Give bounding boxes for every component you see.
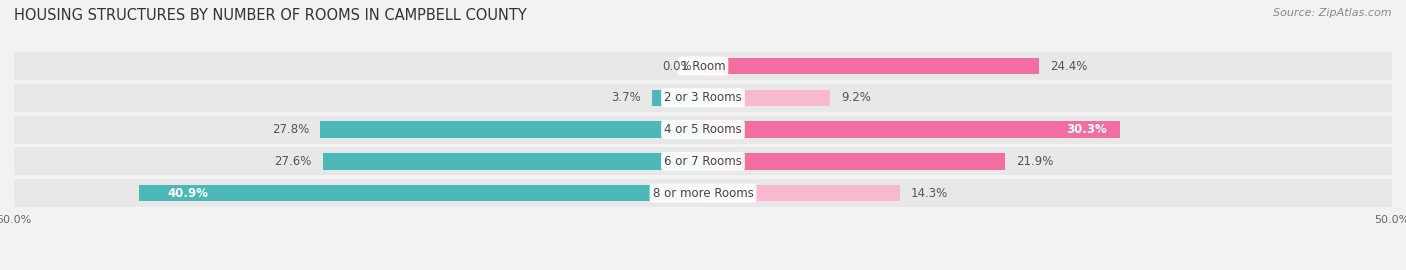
Text: 14.3%: 14.3% [911,187,948,200]
Bar [703,153,1005,170]
Text: 21.9%: 21.9% [1015,155,1053,168]
Text: Source: ZipAtlas.com: Source: ZipAtlas.com [1274,8,1392,18]
Text: 40.9%: 40.9% [167,187,208,200]
Bar [14,84,1392,112]
Bar [139,185,703,201]
Bar [703,90,830,106]
Bar [323,153,703,170]
Text: 8 or more Rooms: 8 or more Rooms [652,187,754,200]
Text: 9.2%: 9.2% [841,91,870,104]
Text: 6 or 7 Rooms: 6 or 7 Rooms [664,155,742,168]
Bar [703,121,1121,138]
Text: 0.0%: 0.0% [662,60,692,73]
Bar [321,121,703,138]
Text: 3.7%: 3.7% [612,91,641,104]
Text: 24.4%: 24.4% [1050,60,1088,73]
Bar [14,116,1392,144]
Text: 1 Room: 1 Room [681,60,725,73]
Bar [14,179,1392,207]
Text: 2 or 3 Rooms: 2 or 3 Rooms [664,91,742,104]
Bar [703,185,900,201]
Bar [14,147,1392,175]
Text: 4 or 5 Rooms: 4 or 5 Rooms [664,123,742,136]
Text: HOUSING STRUCTURES BY NUMBER OF ROOMS IN CAMPBELL COUNTY: HOUSING STRUCTURES BY NUMBER OF ROOMS IN… [14,8,527,23]
Text: 27.8%: 27.8% [271,123,309,136]
Text: 27.6%: 27.6% [274,155,312,168]
Bar [703,58,1039,74]
Bar [14,52,1392,80]
Text: 30.3%: 30.3% [1066,123,1107,136]
Bar [652,90,703,106]
